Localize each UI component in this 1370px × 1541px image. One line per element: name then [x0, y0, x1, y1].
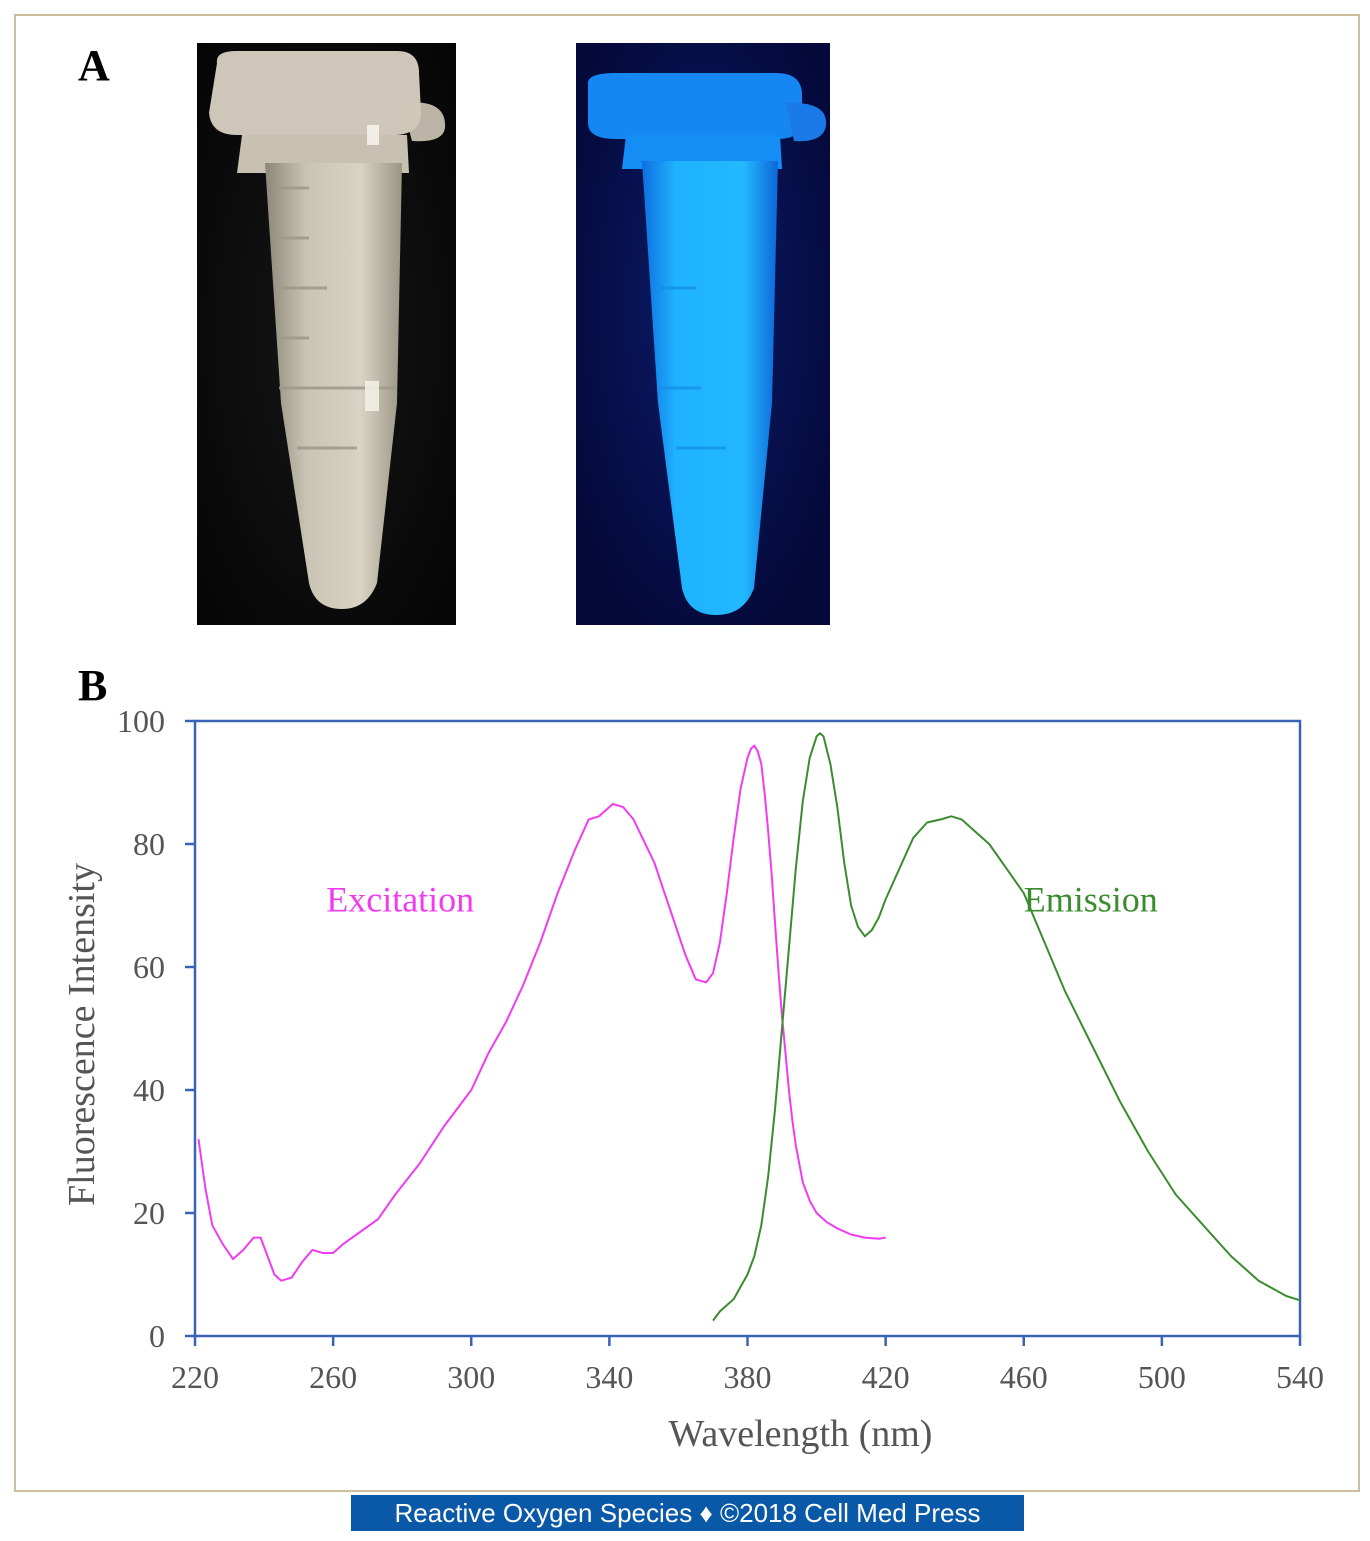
panel-b-label: B: [78, 661, 108, 710]
x-tick-label: 420: [862, 1359, 910, 1395]
x-tick-label: 540: [1276, 1359, 1324, 1395]
y-tick-label: 100: [117, 703, 165, 739]
y-tick-label: 0: [149, 1318, 165, 1354]
microcentrifuge-tube-fluorescent-icon: [588, 73, 827, 615]
panel-a-label: A: [78, 41, 110, 90]
x-tick-label: 460: [1000, 1359, 1048, 1395]
emission-series-line: [712, 732, 1301, 1322]
excitation-series-label: Excitation: [326, 880, 474, 920]
y-axis-ticks: 0 20 40 60 80 100: [117, 703, 195, 1354]
x-axis-ticks: 220 260 300 340 380 420 460 500 540: [171, 1336, 1324, 1395]
x-tick-label: 500: [1138, 1359, 1186, 1395]
y-tick-label: 60: [133, 949, 165, 985]
x-axis-label: Wavelength (nm): [669, 1413, 933, 1455]
y-tick-label: 80: [133, 826, 165, 862]
x-tick-label: 220: [171, 1359, 219, 1395]
footer-banner: Reactive Oxygen Species ♦ ©2018 Cell Med…: [351, 1495, 1024, 1531]
excitation-series-line: [197, 744, 886, 1282]
x-tick-label: 380: [724, 1359, 772, 1395]
y-tick-label: 40: [133, 1072, 165, 1108]
fluorescence-spectra-chart: 0 20 40 60 80 100 220 260 300 340 380 420 460 500 540…: [61, 703, 1324, 1455]
y-tick-label: 20: [133, 1195, 165, 1231]
microcentrifuge-tube-icon: [209, 51, 446, 609]
x-tick-label: 300: [447, 1359, 495, 1395]
emission-series-label: Emission: [1024, 880, 1158, 920]
x-tick-label: 340: [585, 1359, 633, 1395]
x-tick-label: 260: [309, 1359, 357, 1395]
tube-photo-visible-light: [197, 43, 456, 625]
series-layer: [197, 732, 1301, 1322]
tube-photo-uv-light: [576, 43, 830, 625]
plot-area-frame: [193, 719, 1302, 1338]
y-axis-label: Fluorescence Intensity: [61, 863, 103, 1206]
